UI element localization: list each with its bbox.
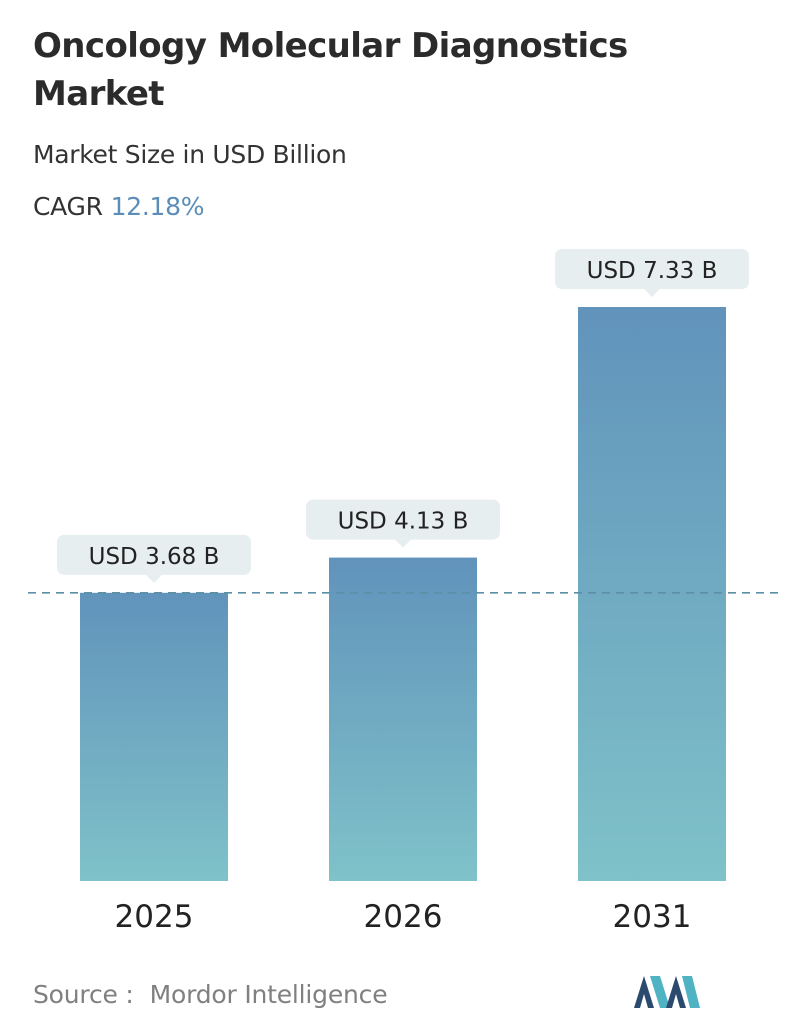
value-label-pointer: [644, 289, 660, 297]
value-label-2031: USD 7.33 B: [555, 249, 749, 297]
value-label-2025: USD 3.68 B: [57, 534, 251, 583]
value-label-pointer: [146, 574, 162, 583]
x-tick-2031: 2031: [613, 899, 692, 935]
chart-title: Oncology Molecular Diagnostics Market: [33, 26, 628, 114]
value-label-pointer: [395, 539, 411, 548]
cagr-line: CAGR 12.18%: [33, 190, 205, 224]
bar-2025: [80, 592, 228, 881]
value-label-text: USD 7.33 B: [587, 258, 718, 284]
bar-2031: [578, 307, 726, 881]
value-labels-layer: USD 3.68 B USD 4.13 B USD 7.33 B: [57, 249, 749, 583]
cagr-value: 12.18%: [110, 192, 205, 221]
value-label-text: USD 3.68 B: [89, 544, 220, 570]
source-label: Source :: [33, 980, 134, 1009]
source-line: Source : Mordor Intelligence: [33, 978, 388, 1012]
value-label-2026: USD 4.13 B: [306, 499, 500, 548]
mordor-intelligence-logo: [634, 976, 700, 1008]
value-label-text: USD 4.13 B: [338, 509, 469, 535]
x-tick-2026: 2026: [364, 899, 443, 935]
x-axis-ticks: 2025 2026 2031: [115, 899, 692, 935]
x-tick-2025: 2025: [115, 899, 194, 935]
source-value: Mordor Intelligence: [149, 980, 388, 1009]
value-label-box: [57, 534, 251, 575]
bars-layer: [80, 307, 726, 881]
value-label-box: [306, 499, 500, 540]
chart-subtitle: Market Size in USD Billion: [33, 140, 347, 169]
value-label-box: [555, 249, 749, 289]
cagr-label: CAGR: [33, 192, 103, 221]
bar-2026: [329, 557, 477, 881]
